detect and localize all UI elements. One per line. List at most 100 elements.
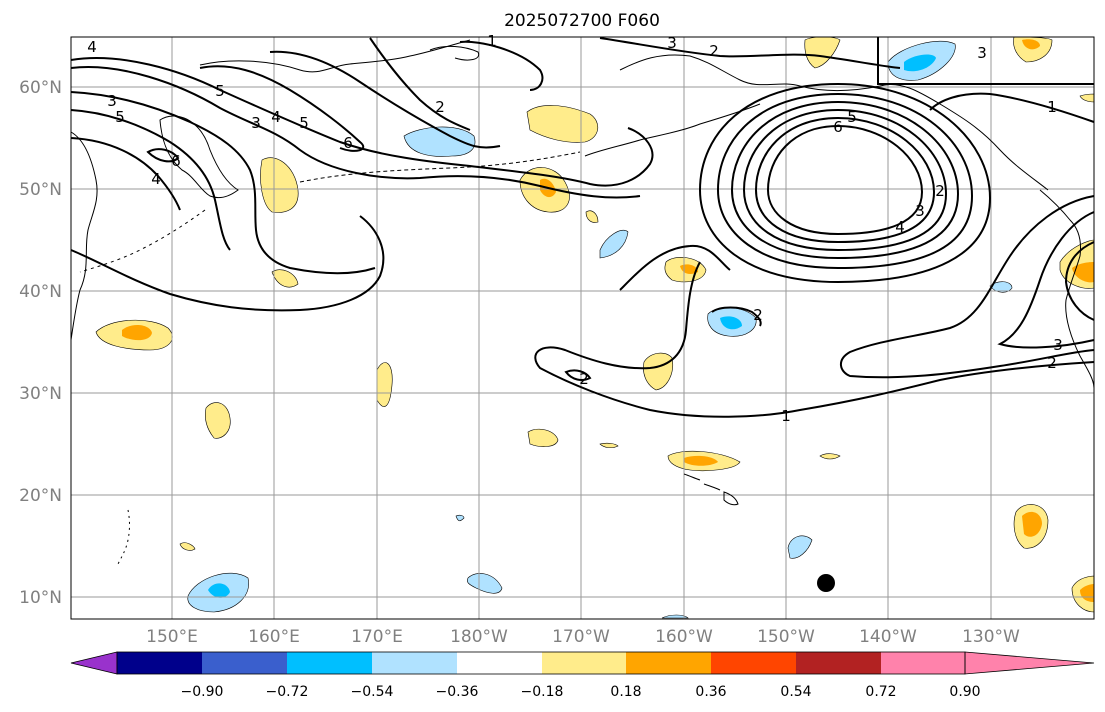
colorbar-tick-label: 0.90 (949, 684, 980, 700)
contour-label: 5 (847, 108, 857, 126)
lon-label: 180°W (450, 627, 508, 647)
contour-ring-3 (730, 100, 960, 260)
anomaly-positive (819, 453, 841, 460)
anomaly-core (684, 455, 718, 466)
contour-label: 2 (435, 98, 445, 116)
coastline-kamchatka (70, 131, 98, 341)
contour-line-12 (599, 37, 901, 69)
contour-labels: 4 1 2 3 3 5 6 4 3 4 5 2 5 6 1 2 3 4 6 5 … (87, 32, 1063, 425)
coastline-hawaii (683, 473, 739, 506)
contour-label: 1 (487, 32, 497, 50)
contour-ring-6 (766, 124, 924, 236)
colorbar-segment (202, 652, 287, 674)
lon-label: 150°E (146, 627, 198, 647)
lon-label: 160°E (248, 627, 300, 647)
contour-label: 2 (753, 306, 763, 324)
colorbar-frame (116, 651, 966, 675)
contour-line-19 (564, 369, 592, 381)
lat-label: 30°N (19, 384, 62, 404)
anomaly-core (720, 316, 742, 330)
colorbar-tick-label: −0.54 (351, 684, 394, 700)
contour-label: 3 (251, 114, 261, 132)
lat-label: 60°N (19, 78, 62, 98)
contour-label: 6 (171, 152, 181, 170)
lon-label: 140°W (859, 627, 917, 647)
contour-line-13 (840, 195, 1095, 379)
anomaly-positive (643, 352, 673, 391)
anomaly-positive (260, 157, 299, 213)
contour-label: 3 (667, 34, 677, 52)
colorbar-segment (372, 652, 457, 674)
anomaly-positive (585, 210, 599, 223)
contours (70, 37, 1095, 418)
anomaly-negative (787, 535, 813, 559)
lon-label: 170°W (552, 627, 610, 647)
anomaly-core (122, 324, 152, 341)
anomaly-negative (403, 126, 476, 157)
coastline-marianas (117, 509, 130, 565)
coastline-aleutians (299, 151, 581, 183)
longitude-labels: 150°E 160°E 170°E 180°W 170°W 160°W 150°… (146, 627, 1020, 647)
shaded-anomalies (95, 36, 1095, 619)
contour-line-2 (70, 66, 641, 199)
contour-label: 2 (709, 42, 719, 60)
anomaly-core (208, 583, 230, 598)
colorbar-extend-high (964, 651, 1095, 675)
contour-line-8 (269, 50, 501, 149)
contour-label: 6 (343, 134, 353, 152)
coastline-chukotka (429, 45, 480, 61)
contour-label: 2 (935, 182, 945, 200)
contour-line-16 (929, 92, 1095, 123)
contour-label: 4 (151, 170, 161, 188)
map-frame (70, 36, 1095, 620)
anomaly-negative (455, 514, 465, 522)
contour-ring-4 (742, 108, 948, 252)
figure-title: 2025072700 F060 (504, 11, 660, 31)
colorbar-segment (881, 652, 965, 674)
lon-label: 170°E (351, 627, 403, 647)
contour-label: 1 (1047, 98, 1057, 116)
anomaly-core (1072, 262, 1094, 283)
colorbar-segment (287, 652, 372, 674)
contour-label: 4 (271, 108, 281, 126)
contour-label: 3 (915, 202, 925, 220)
coastline-kamchatka-peninsula (159, 115, 239, 199)
contour-ring-2 (716, 92, 974, 270)
storm-center-dot (817, 574, 835, 592)
anomaly-core (1022, 511, 1042, 537)
colorbar-tick-label: −0.36 (436, 684, 479, 700)
contour-label: 2 (1047, 354, 1057, 372)
anomaly-negative (466, 573, 503, 594)
contour-ring-outer (698, 82, 992, 284)
lon-label: 130°W (962, 627, 1020, 647)
contour-label: 6 (833, 118, 843, 136)
map-panel: 4 1 2 3 3 5 6 4 3 4 5 2 5 6 1 2 3 4 6 5 … (70, 32, 1095, 620)
colorbar-tick-label: 0.72 (865, 684, 896, 700)
anomaly-positive (376, 362, 393, 407)
anomaly-positive (271, 269, 299, 288)
contour-label: 2 (579, 370, 589, 388)
contour-line-18 (534, 261, 1095, 418)
contour-line-14 (997, 211, 1095, 349)
colorbar-tick-label: −0.72 (266, 684, 309, 700)
coastline-alaska-west (619, 54, 1049, 191)
contour-label: 4 (895, 218, 905, 236)
lat-label: 40°N (19, 282, 62, 302)
contour-ring-5 (754, 116, 936, 244)
colorbar-segment (796, 652, 881, 674)
colorbar-tick-label: 0.54 (780, 684, 811, 700)
contour-line-15 (1064, 241, 1095, 321)
latitude-labels: 60°N 50°N 40°N 30°N 20°N 10°N (19, 78, 62, 608)
contour-label: 5 (215, 82, 225, 100)
contour-label: 1 (781, 407, 791, 425)
anomaly-negative (661, 614, 689, 619)
anomaly-positive (179, 542, 196, 551)
colorbar-tick-label: −0.90 (181, 684, 224, 700)
contour-line-21 (877, 37, 1094, 85)
colorbar: −0.90 −0.72 −0.54 −0.36 −0.18 0.18 0.36 … (70, 651, 1095, 700)
lat-label: 20°N (19, 486, 62, 506)
colorbar-segment (117, 652, 202, 674)
contour-line-3 (70, 91, 376, 275)
coastline-alaska-peninsula (584, 103, 761, 157)
anomaly-positive (204, 402, 231, 439)
